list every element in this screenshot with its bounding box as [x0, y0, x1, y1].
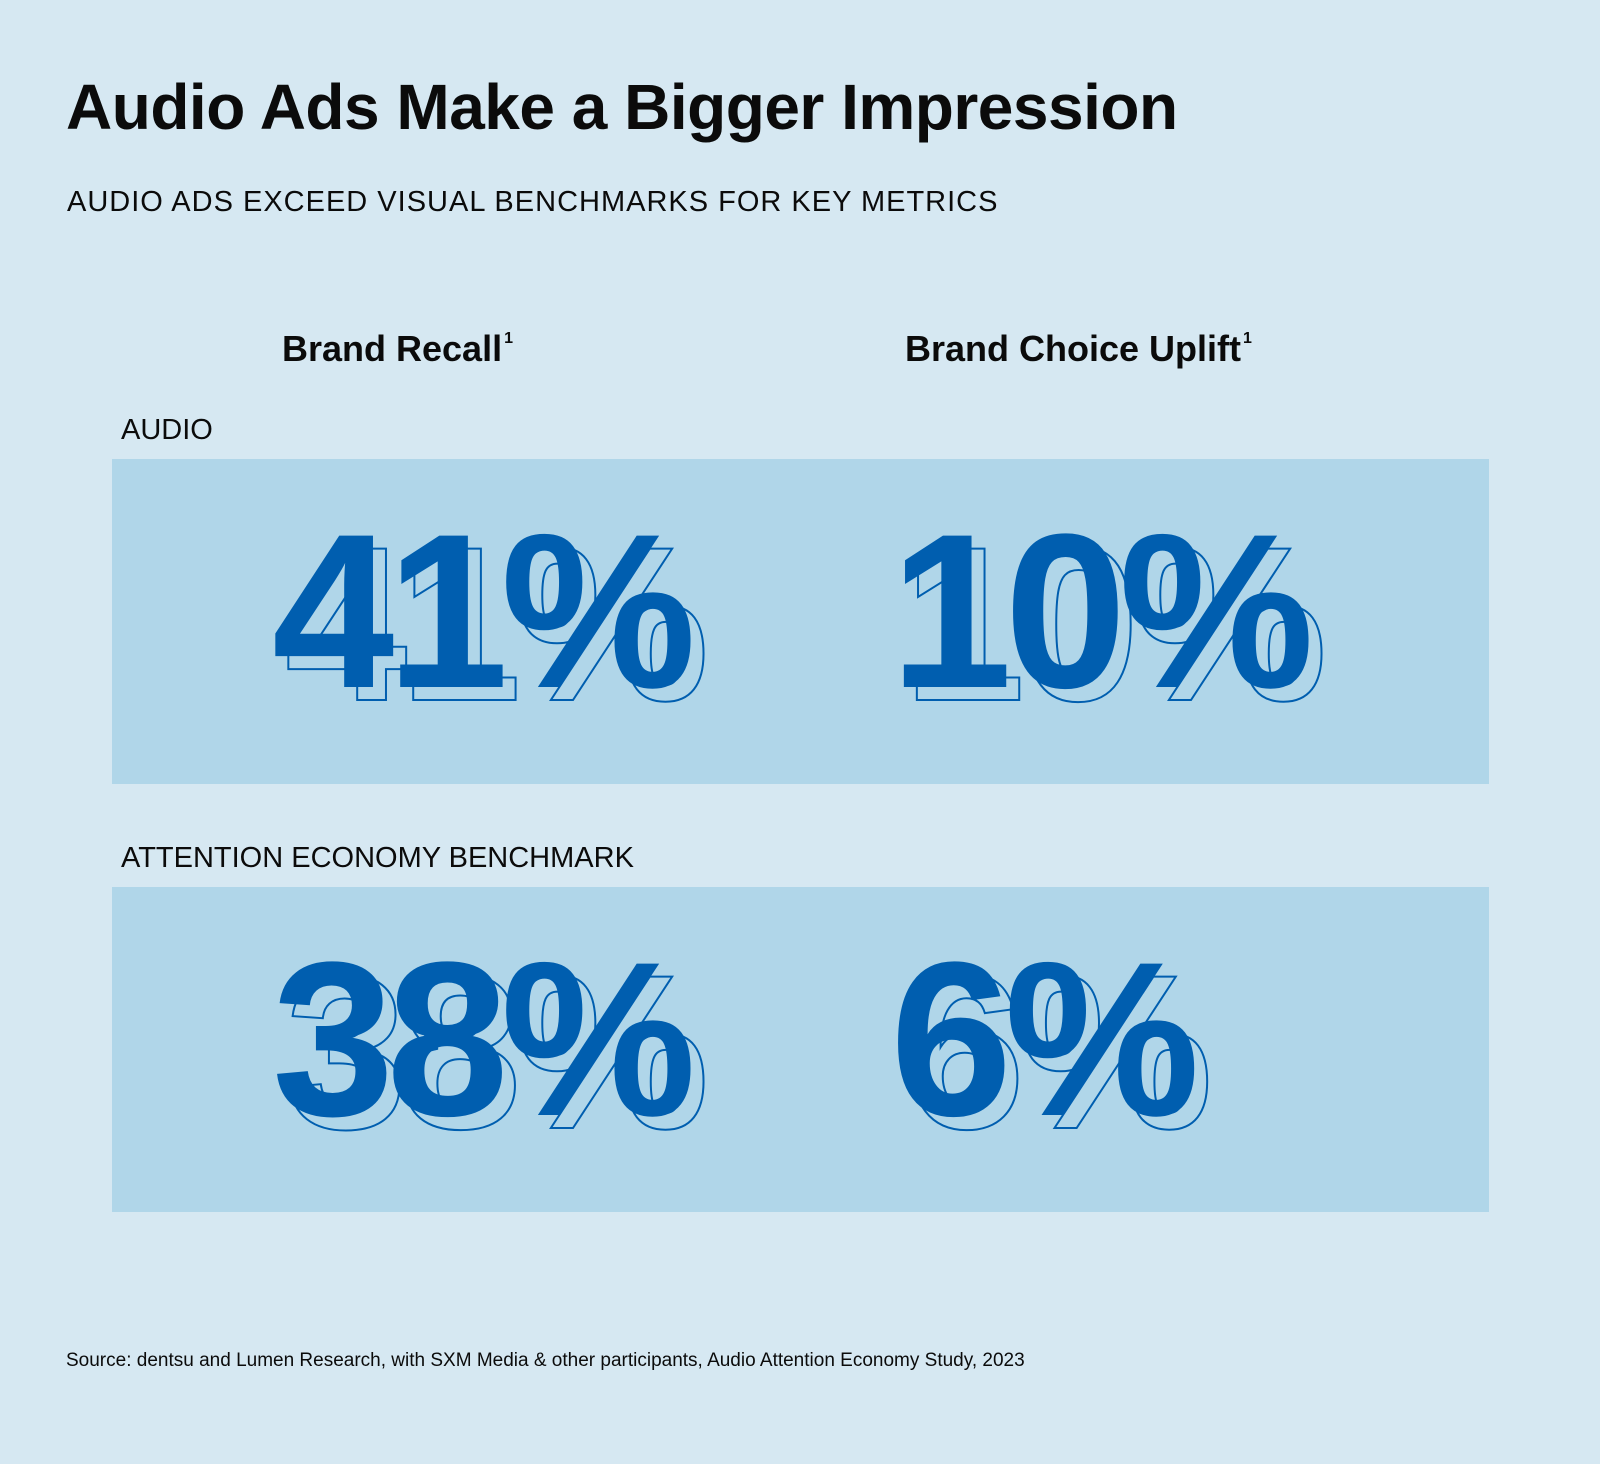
column-header-label: Brand Recall	[282, 328, 503, 369]
stat-value: 10%	[890, 488, 1309, 734]
source-note: Source: dentsu and Lumen Research, with …	[66, 1350, 1025, 1371]
footnote-marker: 1	[504, 330, 513, 347]
column-header-brand-choice-uplift: Brand Choice Uplift 1	[905, 328, 1252, 370]
stat-value: 6%	[890, 916, 1194, 1162]
stat-benchmark-brand-choice: 6% 6%	[890, 916, 1216, 1176]
stat-outline: 10%	[903, 501, 1322, 747]
column-header-label: Brand Choice Uplift	[905, 328, 1242, 369]
row-label-audio: AUDIO	[121, 414, 213, 446]
stat-outline: 41%	[285, 501, 704, 747]
stat-audio-brand-choice: 10% 10%	[890, 488, 1331, 748]
benchmark-panel	[112, 887, 1489, 1212]
stat-benchmark-brand-recall: 38% 38%	[272, 916, 713, 1176]
page-subtitle: AUDIO ADS EXCEED VISUAL BENCHMARKS FOR K…	[67, 186, 999, 218]
stat-outline: 6%	[903, 929, 1207, 1175]
stat-value: 38%	[272, 916, 691, 1162]
row-label-benchmark: ATTENTION ECONOMY BENCHMARK	[121, 842, 634, 874]
footnote-marker: 1	[1243, 330, 1252, 347]
audio-panel	[112, 459, 1489, 784]
page-title: Audio Ads Make a Bigger Impression	[66, 71, 1178, 143]
stat-audio-brand-recall: 41% 41%	[272, 488, 713, 748]
stat-outline: 38%	[285, 929, 704, 1175]
column-header-brand-recall: Brand Recall 1	[282, 328, 513, 370]
stat-value: 41%	[272, 488, 691, 734]
